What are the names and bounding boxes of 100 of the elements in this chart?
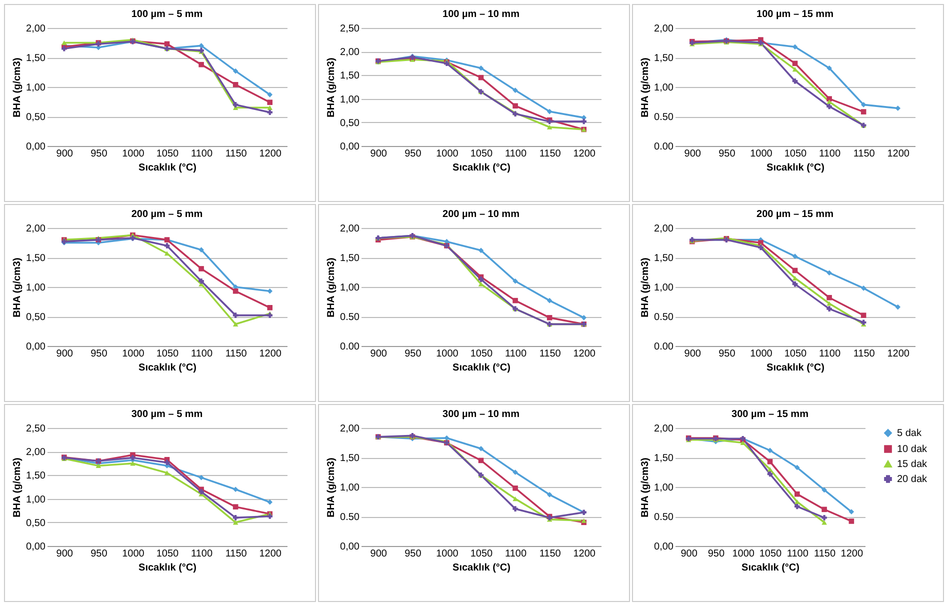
y-tick-label: 2,00: [26, 224, 46, 234]
x-axis-title: Sıcaklık (°C): [138, 362, 196, 374]
y-tick-label: 1,50: [26, 253, 46, 264]
x-tick-label: 900: [680, 548, 698, 560]
y-tick-label: 1,50: [26, 53, 46, 64]
y-tick-label: 1,00: [654, 282, 674, 294]
x-axis-title: Sıcaklık (°C): [138, 562, 196, 574]
x-tick-label: 1050: [470, 548, 494, 560]
y-tick-label: 0.00: [654, 342, 674, 352]
x-tick-label: 1050: [156, 148, 180, 160]
x-tick-label: 1200: [259, 548, 282, 560]
y-tick-label: 1,50: [654, 453, 674, 464]
x-tick-label: 1150: [225, 348, 248, 360]
x-axis-title: Sıcaklık (°C): [452, 562, 510, 574]
chart-title: 200 µm – 5 mm: [131, 209, 203, 220]
x-axis-title: Sıcaklık (°C): [452, 362, 510, 374]
x-tick-label: 1000: [436, 348, 459, 360]
y-tick-label: 2,00: [654, 24, 674, 34]
y-tick-label: 1,00: [26, 494, 46, 506]
x-tick-label: 1050: [759, 548, 782, 560]
x-tick-label: 1100: [505, 348, 527, 360]
y-axis-title: BHA (g/cm3): [12, 58, 24, 118]
x-tick-label: 1100: [191, 548, 213, 560]
y-axis-title: BHA (g/cm3): [326, 58, 338, 118]
y-tick-label: 0,50: [340, 118, 360, 129]
x-tick-label: 1000: [750, 348, 773, 360]
y-tick-label: 1,50: [340, 70, 360, 82]
x-tick-label: 1200: [573, 148, 596, 160]
chart-title: 200 µm – 15 mm: [756, 209, 834, 220]
y-tick-label: 0.50: [654, 112, 674, 123]
x-tick-label: 1000: [750, 148, 773, 160]
x-tick-label: 1000: [122, 548, 145, 560]
x-tick-label: 1050: [784, 148, 808, 160]
x-tick-label: 1100: [191, 148, 213, 160]
x-tick-label: 1200: [840, 548, 864, 560]
x-axis-title: Sıcaklık (°C): [452, 162, 510, 174]
y-tick-label: 0,50: [26, 518, 46, 529]
x-tick-label: 900: [56, 548, 74, 560]
x-tick-label: 900: [370, 148, 388, 160]
y-tick-label: 0,00: [654, 542, 674, 552]
x-tick-label: 950: [404, 148, 422, 160]
y-tick-label: 1,00: [654, 82, 674, 94]
legend-label: 10 dak: [897, 444, 928, 455]
y-tick-label: 2,00: [654, 224, 674, 234]
y-tick-label: 1,00: [26, 282, 46, 294]
y-tick-label: 0.00: [340, 342, 360, 352]
x-tick-label: 1100: [819, 348, 841, 360]
x-tick-label: 1200: [887, 148, 910, 160]
y-axis-title: BHA (g/cm3): [326, 458, 338, 518]
x-tick-label: 1050: [470, 148, 494, 160]
y-tick-label: 0,50: [26, 112, 46, 123]
x-tick-label: 900: [684, 148, 702, 160]
y-tick-label: 0,00: [26, 142, 46, 152]
x-tick-label: 1150: [814, 548, 836, 560]
chart-title: 300 µm – 5 mm: [131, 409, 203, 420]
y-tick-label: 0,50: [26, 312, 46, 323]
x-tick-label: 1050: [470, 348, 494, 360]
y-tick-label: 2,50: [340, 24, 360, 34]
y-tick-label: 1,50: [654, 53, 674, 64]
x-tick-label: 1000: [732, 548, 755, 560]
y-tick-label: 1,00: [340, 482, 360, 494]
y-tick-label: 2,00: [340, 424, 360, 434]
x-tick-label: 1050: [784, 348, 808, 360]
x-tick-label: 900: [684, 348, 702, 360]
x-tick-label: 1150: [539, 148, 562, 160]
y-tick-label: 1,50: [654, 253, 674, 264]
x-tick-label: 950: [90, 348, 108, 360]
y-tick-label: 1,50: [26, 470, 46, 482]
x-tick-label: 1100: [819, 148, 841, 160]
y-tick-label: 0,00: [26, 542, 46, 552]
legend-label: 5 dak: [897, 428, 922, 439]
y-axis-title: BHA (g/cm3): [12, 458, 24, 518]
x-tick-label: 1000: [122, 148, 145, 160]
x-tick-label: 900: [56, 348, 74, 360]
x-tick-label: 1100: [505, 148, 527, 160]
y-tick-label: 0,00: [26, 342, 46, 352]
y-axis-title: BHA (g/cm3): [640, 458, 652, 518]
y-tick-label: 2,00: [654, 424, 674, 434]
x-tick-label: 1150: [539, 348, 562, 360]
chart-title: 100 µm – 10 mm: [442, 9, 520, 20]
x-tick-label: 1200: [259, 148, 282, 160]
x-tick-label: 950: [404, 348, 422, 360]
x-tick-label: 950: [718, 348, 736, 360]
x-tick-label: 1200: [573, 548, 596, 560]
x-tick-label: 1150: [853, 148, 876, 160]
y-tick-label: 0,00: [340, 142, 360, 152]
x-tick-label: 1200: [887, 348, 910, 360]
x-tick-label: 900: [370, 548, 388, 560]
y-tick-label: 1,00: [340, 94, 360, 106]
y-axis-title: BHA (g/cm3): [640, 58, 652, 118]
y-axis-title: BHA (g/cm3): [640, 258, 652, 318]
x-tick-label: 1000: [436, 148, 459, 160]
y-tick-label: 0.50: [340, 512, 360, 523]
x-tick-label: 1200: [573, 348, 596, 360]
chart-title: 200 µm – 10 mm: [442, 209, 520, 220]
y-axis-title: BHA (g/cm3): [12, 258, 24, 318]
x-tick-label: 1150: [225, 148, 248, 160]
chart-title: 100 µm – 5 mm: [131, 9, 203, 20]
x-tick-label: 1150: [539, 548, 562, 560]
y-tick-label: 2,50: [26, 424, 46, 434]
